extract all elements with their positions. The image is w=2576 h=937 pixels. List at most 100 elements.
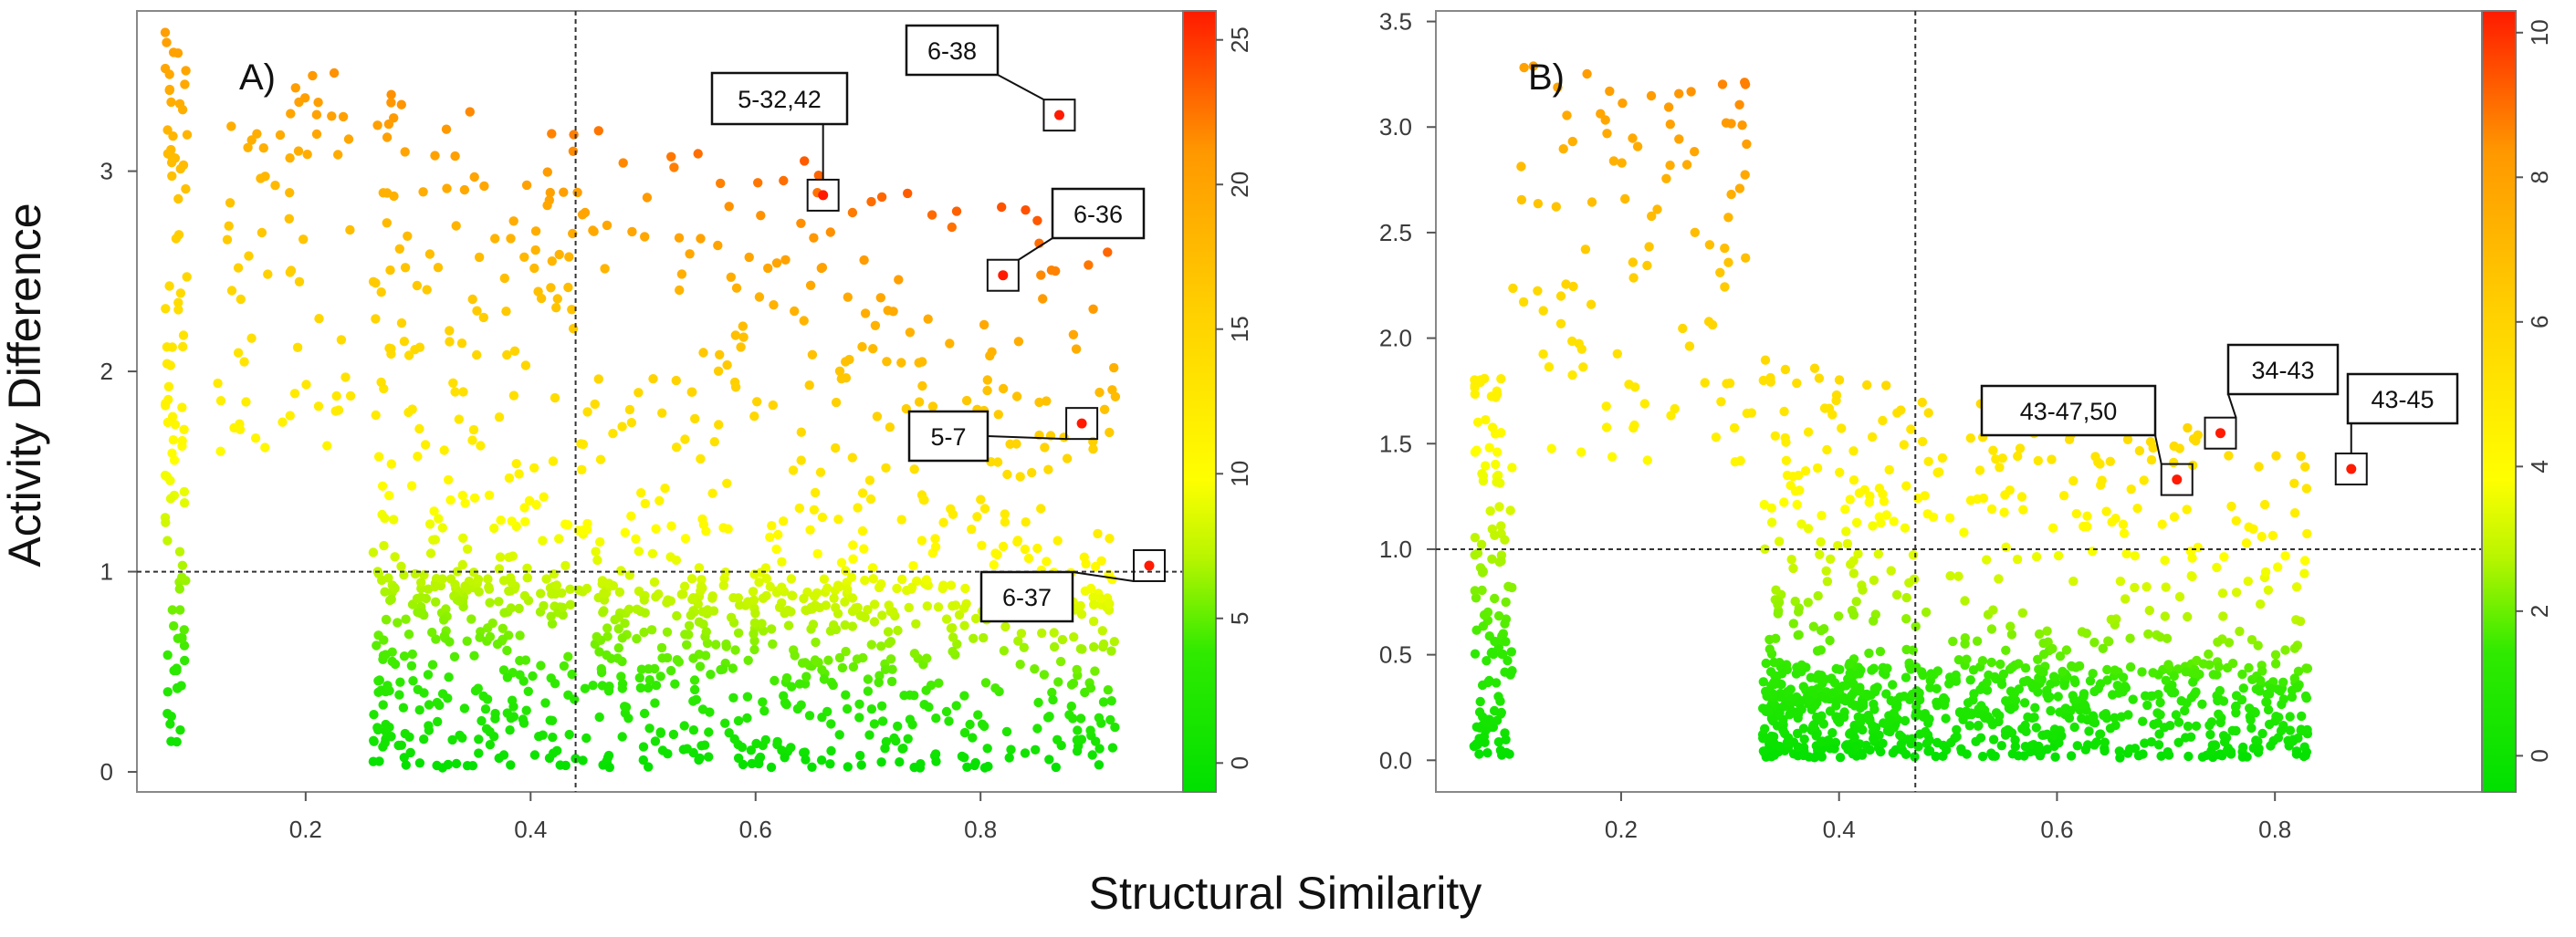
data-point (415, 608, 425, 619)
data-point (823, 655, 833, 665)
data-point (1869, 699, 1879, 709)
annotation-label-box (979, 570, 1074, 623)
data-point (258, 143, 268, 153)
data-point (869, 617, 880, 627)
data-point (178, 341, 188, 352)
annotation-label-box (907, 410, 990, 463)
data-point (1960, 639, 1970, 649)
data-point (467, 435, 477, 445)
data-point (982, 375, 993, 385)
data-point (437, 523, 447, 533)
data-point (533, 286, 543, 297)
data-point (2254, 462, 2264, 472)
data-point (1771, 585, 1781, 595)
data-point (650, 736, 661, 746)
data-point (445, 326, 455, 336)
y-tick-label: 0 (100, 758, 113, 786)
data-point (1076, 418, 1087, 429)
data-point (1964, 721, 1974, 731)
data-point (2301, 484, 2312, 494)
data-point (243, 142, 253, 152)
data-point (2013, 751, 2024, 761)
data-point (226, 286, 237, 296)
data-point (914, 397, 925, 407)
data-point (581, 733, 592, 744)
data-point (270, 181, 280, 191)
annotation-label-box (2346, 372, 2459, 425)
data-point (1834, 375, 1845, 385)
data-point (462, 636, 472, 646)
data-point (508, 712, 519, 722)
data-point (2037, 666, 2047, 676)
annotation-5-32,42: 5-32,42 (710, 71, 849, 212)
data-point (1796, 660, 1806, 671)
data-point (430, 151, 440, 161)
data-point (1491, 678, 1502, 688)
data-point (590, 399, 600, 410)
data-point (382, 188, 393, 198)
data-point (2088, 547, 2098, 557)
data-point (754, 758, 764, 769)
data-point (1033, 697, 1043, 708)
data-point (1906, 664, 1916, 674)
data-point (665, 552, 675, 562)
data-point (1881, 689, 1891, 699)
data-point (1837, 423, 1847, 433)
data-point (1899, 692, 1910, 702)
data-point (502, 672, 513, 682)
data-point (1080, 586, 1091, 596)
data-point (1505, 505, 1515, 515)
data-point (2005, 704, 2016, 714)
data-point (2101, 713, 2112, 724)
data-point (866, 640, 876, 650)
data-point (2256, 599, 2266, 609)
data-point (2283, 735, 2293, 745)
data-point (990, 548, 1000, 558)
data-point (1478, 471, 1489, 481)
data-point (642, 193, 653, 203)
data-point (895, 757, 905, 767)
data-point (1484, 442, 1494, 453)
data-point (639, 627, 649, 638)
data-point (386, 98, 396, 108)
data-point (1829, 678, 1840, 688)
data-point (1931, 751, 1941, 762)
data-point (1482, 656, 1492, 666)
data-point (1984, 670, 1994, 681)
data-point (1915, 694, 1925, 705)
data-point (1586, 197, 1597, 207)
data-point (1804, 695, 1815, 705)
leader-line (987, 435, 1067, 441)
data-point (799, 316, 809, 326)
data-point (2270, 650, 2281, 660)
data-point (286, 109, 296, 119)
data-point (382, 132, 393, 142)
data-point (841, 373, 852, 383)
data-point (957, 751, 968, 762)
data-point (1493, 737, 1504, 747)
data-point (617, 683, 627, 693)
data-point (1826, 554, 1836, 564)
data-point (1109, 362, 1119, 373)
data-point (2157, 519, 2167, 529)
data-point (564, 729, 574, 740)
data-point (749, 595, 759, 605)
data-point (2289, 478, 2299, 488)
data-point (2118, 672, 2129, 682)
data-point (765, 532, 775, 542)
data-point (718, 580, 728, 590)
data-point (847, 207, 858, 218)
data-point (826, 719, 836, 729)
data-point (946, 580, 957, 590)
data-point (1838, 694, 1848, 704)
data-point (1953, 571, 1963, 581)
data-point (1982, 555, 1992, 565)
data-point (2066, 751, 2077, 761)
data-point (930, 534, 940, 544)
data-point (716, 178, 726, 189)
data-point (2121, 548, 2131, 559)
data-point (857, 526, 868, 536)
data-point (1628, 257, 1639, 267)
data-point (173, 193, 183, 204)
data-point (668, 729, 679, 740)
